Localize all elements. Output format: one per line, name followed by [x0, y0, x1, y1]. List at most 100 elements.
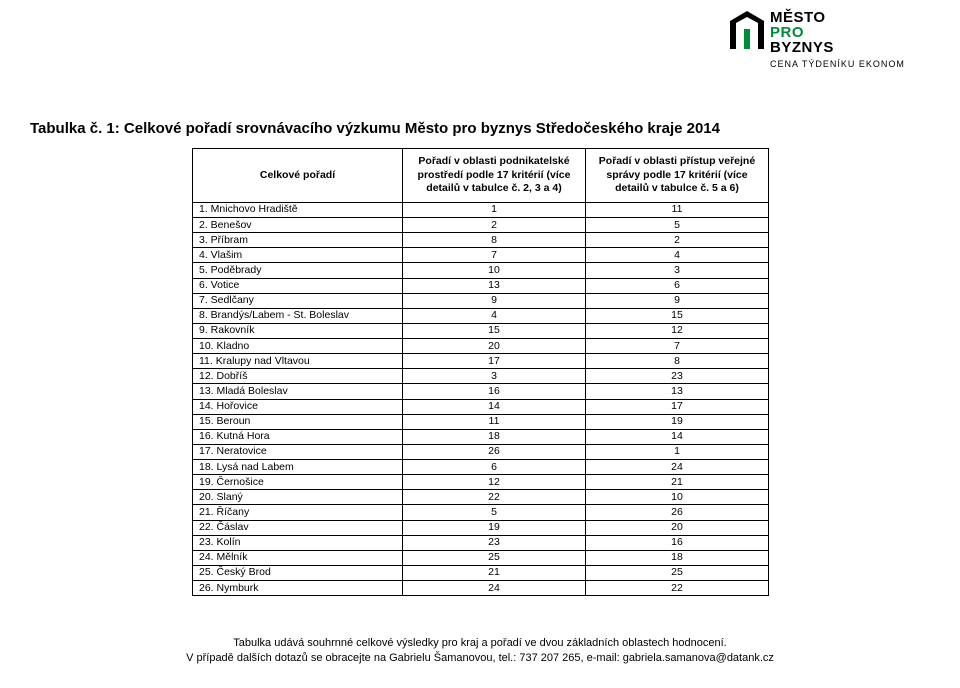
cell-rank-admin: 11	[586, 202, 769, 217]
cell-rank-business: 24	[403, 581, 586, 596]
ranking-table-wrap: Celkové pořadí Pořadí v oblasti podnikat…	[192, 148, 768, 596]
cell-rank-admin: 24	[586, 460, 769, 475]
cell-city: 9. Rakovník	[193, 323, 403, 338]
cell-rank-business: 8	[403, 233, 586, 248]
cell-city: 22. Čáslav	[193, 520, 403, 535]
table-row: 10. Kladno207	[193, 339, 769, 354]
cell-rank-admin: 3	[586, 263, 769, 278]
cell-city: 13. Mladá Boleslav	[193, 384, 403, 399]
brand-line-1: MĚSTO	[770, 10, 834, 25]
table-row: 1. Mnichovo Hradiště111	[193, 202, 769, 217]
cell-rank-business: 6	[403, 460, 586, 475]
cell-city: 26. Nymburk	[193, 581, 403, 596]
cell-rank-business: 1	[403, 202, 586, 217]
cell-rank-admin: 25	[586, 565, 769, 580]
page-title: Tabulka č. 1: Celkové pořadí srovnávacíh…	[30, 120, 930, 137]
table-row: 6. Votice136	[193, 278, 769, 293]
cell-city: 2. Benešov	[193, 218, 403, 233]
cell-rank-admin: 13	[586, 384, 769, 399]
table-row: 2. Benešov25	[193, 218, 769, 233]
cell-rank-admin: 15	[586, 308, 769, 323]
cell-city: 7. Sedlčany	[193, 293, 403, 308]
table-row: 16. Kutná Hora1814	[193, 429, 769, 444]
brand-logo-text: MĚSTO PRO BYZNYS	[770, 10, 834, 55]
table-row: 12. Dobříš323	[193, 369, 769, 384]
cell-city: 18. Lysá nad Labem	[193, 460, 403, 475]
cell-rank-admin: 17	[586, 399, 769, 414]
cell-city: 19. Černošice	[193, 475, 403, 490]
cell-rank-business: 2	[403, 218, 586, 233]
table-row: 7. Sedlčany99	[193, 293, 769, 308]
brand-subtitle: CENA TÝDENÍKU EKONOM	[730, 59, 930, 69]
cell-city: 24. Mělník	[193, 550, 403, 565]
cell-rank-business: 10	[403, 263, 586, 278]
cell-city: 15. Beroun	[193, 414, 403, 429]
cell-rank-admin: 4	[586, 248, 769, 263]
cell-rank-admin: 14	[586, 429, 769, 444]
cell-rank-business: 23	[403, 535, 586, 550]
table-row: 9. Rakovník1512	[193, 323, 769, 338]
cell-rank-business: 16	[403, 384, 586, 399]
cell-city: 11. Kralupy nad Vltavou	[193, 354, 403, 369]
cell-rank-admin: 23	[586, 369, 769, 384]
table-body: 1. Mnichovo Hradiště1112. Benešov253. Př…	[193, 202, 769, 595]
table-row: 23. Kolín2316	[193, 535, 769, 550]
cell-rank-business: 15	[403, 323, 586, 338]
cell-city: 5. Poděbrady	[193, 263, 403, 278]
cell-city: 1. Mnichovo Hradiště	[193, 202, 403, 217]
cell-rank-admin: 22	[586, 581, 769, 596]
cell-rank-business: 19	[403, 520, 586, 535]
cell-rank-business: 9	[403, 293, 586, 308]
cell-rank-business: 11	[403, 414, 586, 429]
cell-rank-admin: 8	[586, 354, 769, 369]
table-row: 3. Příbram82	[193, 233, 769, 248]
cell-rank-business: 13	[403, 278, 586, 293]
cell-rank-admin: 2	[586, 233, 769, 248]
footnote-line-2: V případě dalších dotazů se obracejte na…	[30, 651, 930, 666]
cell-city: 20. Slaný	[193, 490, 403, 505]
footnote: Tabulka udává souhrnné celkové výsledky …	[30, 636, 930, 666]
cell-city: 23. Kolín	[193, 535, 403, 550]
cell-rank-admin: 19	[586, 414, 769, 429]
cell-rank-business: 22	[403, 490, 586, 505]
cell-city: 16. Kutná Hora	[193, 429, 403, 444]
cell-rank-admin: 20	[586, 520, 769, 535]
table-row: 17. Neratovice261	[193, 444, 769, 459]
table-row: 22. Čáslav1920	[193, 520, 769, 535]
table-row: 25. Český Brod2125	[193, 565, 769, 580]
cell-rank-admin: 10	[586, 490, 769, 505]
cell-rank-admin: 26	[586, 505, 769, 520]
col-header-public-admin: Pořadí v oblasti přístup veřejné správy …	[586, 149, 769, 203]
table-header-row: Celkové pořadí Pořadí v oblasti podnikat…	[193, 149, 769, 203]
brand-logo-top: MĚSTO PRO BYZNYS	[730, 10, 930, 55]
cell-rank-business: 4	[403, 308, 586, 323]
cell-rank-admin: 7	[586, 339, 769, 354]
cell-city: 10. Kladno	[193, 339, 403, 354]
table-row: 21. Říčany526	[193, 505, 769, 520]
cell-city: 14. Hořovice	[193, 399, 403, 414]
table-row: 4. Vlašim74	[193, 248, 769, 263]
table-row: 20. Slaný2210	[193, 490, 769, 505]
cell-rank-business: 14	[403, 399, 586, 414]
col-header-business-env: Pořadí v oblasti podnikatelské prostředí…	[403, 149, 586, 203]
cell-city: 25. Český Brod	[193, 565, 403, 580]
cell-city: 21. Říčany	[193, 505, 403, 520]
table-row: 15. Beroun1119	[193, 414, 769, 429]
cell-rank-admin: 6	[586, 278, 769, 293]
brand-line-3: BYZNYS	[770, 40, 834, 55]
cell-city: 12. Dobříš	[193, 369, 403, 384]
cell-rank-business: 5	[403, 505, 586, 520]
cell-rank-admin: 12	[586, 323, 769, 338]
cell-rank-admin: 5	[586, 218, 769, 233]
cell-rank-business: 17	[403, 354, 586, 369]
table-row: 14. Hořovice1417	[193, 399, 769, 414]
m-mark-icon	[730, 11, 764, 54]
col-header-overall: Celkové pořadí	[193, 149, 403, 203]
table-row: 19. Černošice1221	[193, 475, 769, 490]
cell-city: 6. Votice	[193, 278, 403, 293]
cell-rank-admin: 16	[586, 535, 769, 550]
brand-logo: MĚSTO PRO BYZNYS CENA TÝDENÍKU EKONOM	[730, 10, 930, 69]
cell-rank-business: 7	[403, 248, 586, 263]
table-row: 13. Mladá Boleslav1613	[193, 384, 769, 399]
cell-city: 17. Neratovice	[193, 444, 403, 459]
